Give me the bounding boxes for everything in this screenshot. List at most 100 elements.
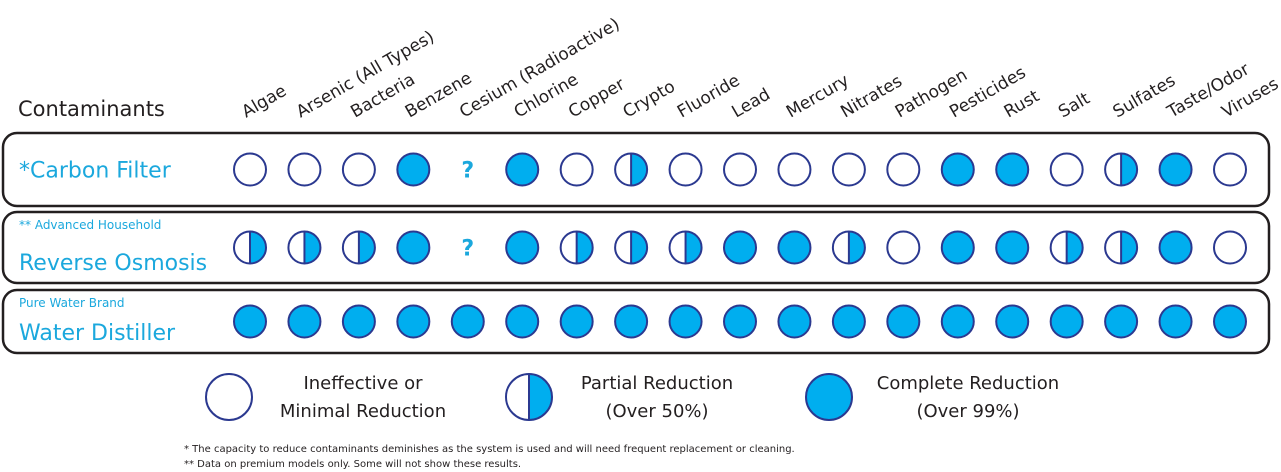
circle-half — [685, 231, 702, 264]
circle-full — [505, 230, 540, 265]
circle-half — [631, 153, 648, 186]
cell — [940, 152, 975, 187]
cell — [614, 304, 649, 339]
row-prefix: Pure Water Brand — [19, 296, 125, 310]
cell — [505, 230, 540, 265]
cell — [1104, 230, 1139, 265]
circle-empty — [1213, 230, 1247, 265]
legend-icon — [805, 373, 853, 421]
cell — [1158, 152, 1193, 187]
circle-full — [1158, 152, 1193, 187]
circle-outline — [668, 230, 703, 265]
cell — [396, 304, 431, 339]
circle-outline — [1104, 152, 1139, 187]
legend-text: (Over 99%) — [916, 401, 1019, 422]
column-label: Salt — [1055, 89, 1094, 123]
circle-full — [450, 304, 485, 339]
cell — [396, 230, 431, 265]
cell — [886, 230, 921, 265]
header: Contaminants — [18, 97, 165, 121]
circle-outline — [1104, 230, 1139, 265]
circle-full — [396, 152, 431, 187]
cell — [995, 230, 1030, 265]
cell-text: ? — [461, 237, 474, 262]
circle-full — [396, 304, 431, 339]
circle-full — [886, 304, 921, 339]
legend-text: Partial Reduction — [581, 373, 733, 394]
cell — [233, 230, 267, 265]
cell — [614, 152, 649, 187]
cell — [1049, 230, 1084, 265]
cell — [505, 304, 540, 339]
circle-full — [831, 304, 866, 339]
footnote: ** Data on premium models only. Some wil… — [184, 459, 521, 470]
row-label: Reverse Osmosis — [19, 251, 207, 276]
circle-full — [341, 304, 376, 339]
legend-text: Minimal Reduction — [280, 401, 446, 422]
circle-empty — [668, 152, 703, 187]
circle-full — [940, 304, 975, 339]
cell — [341, 230, 376, 265]
circle-half — [304, 231, 321, 264]
cell — [287, 304, 322, 339]
cell-text: ? — [461, 159, 474, 184]
cell — [1213, 230, 1247, 265]
cell — [723, 152, 757, 187]
circle-half — [250, 231, 266, 264]
circle-full — [995, 230, 1030, 265]
circle-full — [995, 304, 1030, 339]
cell — [1049, 152, 1084, 187]
cell — [940, 304, 975, 339]
cell — [777, 304, 812, 339]
circle-outline — [1049, 230, 1084, 265]
circle-empty — [559, 152, 594, 187]
cell — [1049, 304, 1084, 339]
circle-outline — [505, 373, 553, 421]
cell — [1158, 304, 1193, 339]
circle-empty — [723, 152, 757, 187]
column-label: Algae — [239, 81, 291, 122]
cell — [559, 230, 594, 265]
circle-outline — [614, 152, 649, 187]
circle-half — [1066, 231, 1083, 264]
circle-empty — [341, 152, 376, 187]
circle-half — [631, 231, 648, 264]
circle-empty — [287, 152, 322, 187]
cell — [886, 152, 921, 187]
circle-full — [614, 304, 649, 339]
footnote: * The capacity to reduce contaminants de… — [184, 444, 795, 455]
circle-outline — [341, 230, 376, 265]
cell — [1158, 230, 1193, 265]
cell — [1213, 152, 1247, 187]
legend-text: (Over 50%) — [605, 401, 708, 422]
circle-empty — [886, 152, 921, 187]
circle-full — [505, 152, 540, 187]
row-prefix: ** Advanced Household — [19, 218, 161, 232]
cell — [341, 304, 376, 339]
row-label: Water Distiller — [19, 321, 176, 346]
cell — [777, 230, 812, 265]
circle-outline — [831, 230, 866, 265]
cell — [396, 152, 431, 187]
circle-empty — [886, 230, 921, 265]
cell — [287, 230, 322, 265]
circle-full — [805, 373, 853, 421]
cell — [450, 304, 485, 339]
cell — [940, 230, 975, 265]
cell — [1104, 152, 1139, 187]
cell — [341, 152, 376, 187]
circle-empty — [233, 152, 267, 187]
circle-outline — [614, 230, 649, 265]
circle-outline — [233, 230, 267, 265]
cell — [995, 152, 1030, 187]
cell — [1104, 304, 1139, 339]
circle-full — [940, 152, 975, 187]
cell — [287, 152, 322, 187]
circle-half — [358, 231, 375, 264]
cell — [559, 152, 594, 187]
row-box — [1, 131, 1271, 208]
circle-outline — [287, 230, 322, 265]
circle-full — [233, 304, 267, 339]
circle-full — [559, 304, 594, 339]
